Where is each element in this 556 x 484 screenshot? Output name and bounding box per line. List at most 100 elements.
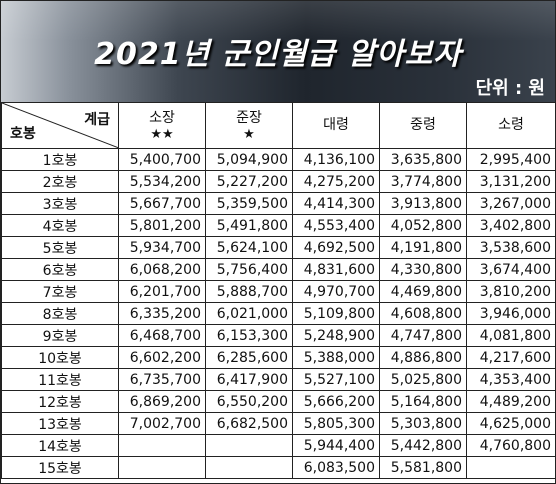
salary-cell: 5,303,800 [379, 412, 467, 435]
table-row: 9호봉 6,468,700 6,153,300 5,248,900 4,747,800 4… [1, 324, 556, 347]
salary-cell: 5,248,900 [292, 324, 380, 347]
salary-cell: 6,068,200 [118, 258, 206, 281]
step-cell: 14호봉 [1, 434, 119, 457]
salary-cell: 5,400,700 [118, 148, 206, 171]
table-row: 13호봉 7,002,700 6,682,500 5,805,300 5,303,800… [1, 412, 556, 435]
salary-cell: 6,550,200 [205, 390, 293, 413]
unit-label: 단위 : 원 [475, 78, 545, 99]
salary-cell [118, 434, 206, 457]
table-row: 8호봉 6,335,200 6,021,000 5,109,800 4,608,800 3… [1, 302, 556, 325]
step-cell: 9호봉 [1, 324, 119, 347]
step-cell: 4호봉 [1, 214, 119, 237]
salary-cell: 6,468,700 [118, 324, 206, 347]
column-header-label: 중령 [410, 117, 436, 133]
step-cell: 2호봉 [1, 170, 119, 193]
table-row: 1호봉 5,400,700 5,094,900 4,136,100 3,635,800 2… [1, 148, 556, 171]
column-header-colonel: 대령 [292, 102, 380, 149]
salary-cell: 6,335,200 [118, 302, 206, 325]
step-cell: 3호봉 [1, 192, 119, 215]
salary-cell: 4,608,800 [379, 302, 467, 325]
salary-cell: 4,330,800 [379, 258, 467, 281]
salary-cell: 4,217,600 [466, 346, 556, 369]
diagonal-divider [2, 103, 118, 148]
salary-cell: 3,674,400 [466, 258, 556, 281]
table-row: 6호봉 6,068,200 5,756,400 4,831,600 4,330,800 3… [1, 258, 556, 281]
salary-cell: 4,353,400 [466, 368, 556, 391]
salary-cell: 4,625,000 [466, 412, 556, 435]
corner-step-label: 호봉 [10, 126, 36, 142]
salary-cell [205, 434, 293, 457]
salary-cell: 4,553,400 [292, 214, 380, 237]
column-header-lieutenant-colonel: 중령 [379, 102, 467, 149]
salary-cell: 6,021,000 [205, 302, 293, 325]
table-row: 5호봉 5,934,700 5,624,100 4,692,500 4,191,800 3… [1, 236, 556, 259]
salary-cell: 5,805,300 [292, 412, 380, 435]
salary-cell [466, 456, 556, 479]
column-header-label: 준장 [236, 109, 262, 126]
salary-cell: 3,946,000 [466, 302, 556, 325]
header-row: 계급 호봉 소장 ★★ 준장 ★ 대령 중령 소령 [1, 102, 556, 149]
salary-cell: 2,995,400 [466, 148, 556, 171]
salary-cell: 6,083,500 [292, 456, 380, 479]
salary-cell: 4,747,800 [379, 324, 467, 347]
salary-cell: 5,227,200 [205, 170, 293, 193]
salary-cell: 5,109,800 [292, 302, 380, 325]
salary-table-body: 1호봉 5,400,700 5,094,900 4,136,100 3,635,800 2… [1, 148, 556, 479]
table-row: 15호봉 6,083,500 5,581,800 [1, 456, 556, 479]
salary-cell: 6,869,200 [118, 390, 206, 413]
step-cell: 11호봉 [1, 368, 119, 391]
table-row: 12호봉 6,869,200 6,550,200 5,666,200 5,164,800… [1, 390, 556, 413]
step-cell: 8호봉 [1, 302, 119, 325]
salary-cell: 5,934,700 [118, 236, 206, 259]
salary-cell: 6,417,900 [205, 368, 293, 391]
salary-cell: 7,002,700 [118, 412, 206, 435]
salary-cell: 4,275,200 [292, 170, 380, 193]
salary-cell: 6,285,600 [205, 346, 293, 369]
salary-cell: 3,267,000 [466, 192, 556, 215]
rank-stars: ★ [243, 126, 255, 142]
salary-cell: 4,414,300 [292, 192, 380, 215]
step-cell: 1호봉 [1, 148, 119, 171]
salary-cell [118, 456, 206, 479]
salary-cell: 5,388,000 [292, 346, 380, 369]
rank-stars: ★★ [150, 126, 174, 142]
corner-header-cell: 계급 호봉 [1, 102, 119, 149]
salary-cell: 5,666,200 [292, 390, 380, 413]
salary-cell: 5,801,200 [118, 214, 206, 237]
salary-cell: 4,692,500 [292, 236, 380, 259]
title-banner: 2021년 군인월급 알아보자 단위 : 원 [1, 1, 555, 102]
table-row: 3호봉 5,667,700 5,359,500 4,414,300 3,913,800 3… [1, 192, 556, 215]
salary-cell: 4,489,200 [466, 390, 556, 413]
salary-cell: 4,831,600 [292, 258, 380, 281]
salary-cell: 5,491,800 [205, 214, 293, 237]
salary-cell: 4,191,800 [379, 236, 467, 259]
step-cell: 13호봉 [1, 412, 119, 435]
salary-table: 계급 호봉 소장 ★★ 준장 ★ 대령 중령 소령 [1, 102, 556, 479]
salary-cell: 6,735,700 [118, 368, 206, 391]
table-row: 11호봉 6,735,700 6,417,900 5,527,100 5,025,800… [1, 368, 556, 391]
salary-cell: 5,756,400 [205, 258, 293, 281]
salary-cell: 5,442,800 [379, 434, 467, 457]
salary-cell: 5,534,200 [118, 170, 206, 193]
step-cell: 7호봉 [1, 280, 119, 303]
salary-cell: 5,025,800 [379, 368, 467, 391]
column-header-label: 대령 [323, 117, 349, 133]
salary-cell: 3,774,800 [379, 170, 467, 193]
page-title: 2021년 군인월급 알아보자 [94, 37, 462, 72]
salary-cell: 5,581,800 [379, 456, 467, 479]
salary-cell: 3,913,800 [379, 192, 467, 215]
salary-cell: 3,635,800 [379, 148, 467, 171]
column-header-major-general: 소장 ★★ [118, 102, 206, 149]
salary-cell: 5,667,700 [118, 192, 206, 215]
salary-cell: 5,888,700 [205, 280, 293, 303]
step-cell: 10호봉 [1, 346, 119, 369]
salary-cell: 3,538,600 [466, 236, 556, 259]
table-row: 14호봉 5,944,400 5,442,800 4,760,800 [1, 434, 556, 457]
step-cell: 12호봉 [1, 390, 119, 413]
salary-cell: 5,624,100 [205, 236, 293, 259]
column-header-label: 소령 [498, 117, 524, 133]
table-row: 10호봉 6,602,200 6,285,600 5,388,000 4,886,800… [1, 346, 556, 369]
salary-cell [205, 456, 293, 479]
salary-cell: 4,052,800 [379, 214, 467, 237]
